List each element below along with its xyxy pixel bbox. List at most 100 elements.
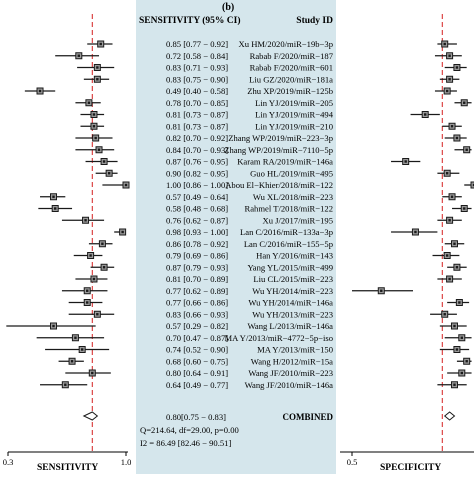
sensitivity-point-center — [96, 313, 99, 316]
sensitivity-point-center — [97, 148, 101, 151]
sensitivity-estimate-text: 0.81 [0.70 − 0.89] — [166, 274, 228, 284]
sensitivity-combined-diamond — [82, 411, 99, 421]
specificity-point-center — [450, 125, 454, 128]
sensitivity-estimate-text: 0.87 [0.79 − 0.93] — [166, 262, 228, 272]
sensitivity-estimate-text: 0.68 [0.60 − 0.75] — [166, 356, 228, 366]
sensitivity-estimate-text: 0.77 [0.66 − 0.86] — [166, 298, 228, 308]
specificity-point-center — [455, 266, 459, 269]
study-id-text: Wang L/2013/miR−146a — [247, 321, 333, 331]
study-id-text: Wu YH/2013/miR−223 — [252, 309, 333, 319]
study-id-text: MA Y/2013/miR−4772−5p−iso — [224, 333, 333, 343]
study-id-text: Lan C/2016/miR−155−5p — [244, 239, 333, 249]
study-id-text: Abou El−Khier/2018/miR−122 — [225, 180, 333, 190]
combined-estimate-label: 0.80[0.75 − 0.83] — [166, 412, 226, 422]
sensitivity-estimate-text: 0.76 [0.62 − 0.87] — [166, 215, 228, 225]
study-id-text: Rabab F/2020/miR−187 — [250, 51, 334, 61]
sensitivity-point-center — [87, 101, 91, 104]
study-id-text: Wu XL/2018/miR−223 — [253, 192, 333, 202]
specificity-point-estimate — [470, 181, 474, 189]
specificity-point-center — [445, 172, 449, 175]
study-id-text: MA Y/2013/miR−150 — [257, 345, 333, 355]
sensitivity-axis-label: SENSITIVITY — [37, 463, 98, 473]
specificity-point-center — [455, 348, 459, 351]
sensitivity-estimate-text: 0.82 [0.70 − 0.92] — [166, 133, 228, 143]
study-id-text: Xu HM/2020/miR−19b−3p — [239, 39, 333, 49]
study-id-text: Lin YJ/2019/miR−494 — [255, 110, 334, 120]
sensitivity-point-center — [99, 42, 102, 46]
sensitivity-estimate-text: 0.78 [0.70 − 0.85] — [166, 98, 228, 108]
specificity-point-center — [424, 113, 427, 116]
study-id-text: Wang JF/2010/miR−146a — [245, 380, 334, 390]
sensitivity-point-center — [74, 336, 77, 339]
sensitivity-estimate-text: 0.77 [0.62 − 0.89] — [166, 286, 228, 296]
specificity-point-center — [458, 301, 461, 304]
sensitivity-estimate-text: 0.83 [0.75 − 0.90] — [166, 74, 228, 84]
sensitivity-point-center — [102, 160, 106, 163]
specificity-point-center — [463, 207, 466, 210]
sensitivity-estimate-text: 0.83 [0.66 − 0.93] — [166, 309, 228, 319]
study-id-text: Guo HL/2019/miR−495 — [250, 168, 333, 178]
sensitivity-point-center — [91, 371, 94, 375]
study-id-header: Study ID — [296, 16, 333, 26]
study-id-text: Lan C/2016/miR−133a−3p — [240, 227, 333, 237]
specificity-point-center — [453, 324, 456, 328]
specificity-tick-label: 0.5 — [347, 457, 358, 467]
specificity-combined-diamond — [443, 411, 456, 421]
study-id-text: Karam RA/2019/miR−146a — [237, 157, 333, 167]
sensitivity-point-center — [94, 136, 97, 140]
sensitivity-point-center — [92, 277, 96, 281]
specificity-point-center — [463, 101, 466, 104]
sensitivity-estimate-text: 0.81 [0.73 − 0.87] — [166, 121, 228, 131]
sensitivity-estimate-text: 0.57 [0.49 − 0.64] — [166, 192, 228, 202]
sensitivity-point-center — [80, 348, 84, 351]
specificity-point-center — [465, 148, 468, 151]
sensitivity-estimate-text: 0.74 [0.52 − 0.90] — [166, 345, 228, 355]
sensitivity-estimate-text: 0.83 [0.71 − 0.93] — [166, 63, 228, 73]
sensitivity-estimate-text: 0.81 [0.73 − 0.87] — [166, 110, 228, 120]
specificity-point-center — [460, 371, 463, 375]
heterogeneity-i2-stat: I2 = 86.49 [82.46 − 90.51] — [140, 438, 231, 448]
sensitivity-estimate-text: 0.57 [0.29 − 0.82] — [166, 321, 228, 331]
study-id-text: Lin YJ/2019/miR−205 — [255, 98, 333, 108]
study-id-text: Lin YJ/2019/miR−210 — [255, 121, 333, 131]
study-id-text: Wang JF/2010/miR−223 — [248, 368, 333, 378]
sensitivity-estimate-text: 0.72 [0.58 − 0.84] — [166, 51, 228, 61]
sensitivity-point-center — [77, 54, 80, 57]
sensitivity-point-center — [96, 78, 99, 81]
specificity-point-center — [455, 66, 459, 69]
study-id-text: Han Y/2016/miR−143 — [256, 251, 333, 261]
specificity-point-center — [414, 230, 417, 234]
specificity-point-center — [455, 136, 459, 140]
sensitivity-point-center — [38, 89, 42, 93]
study-id-text: Zhang WP/2019/miR−223−3p — [228, 133, 333, 143]
specificity-plot-area: 0.5 — [340, 14, 474, 467]
specificity-point-center — [445, 89, 449, 93]
sensitivity-point-center — [92, 125, 96, 128]
sensitivity-tick-label: 0.3 — [3, 457, 14, 467]
sensitivity-point-center — [96, 66, 99, 69]
sensitivity-point-center — [64, 383, 67, 386]
sensitivity-estimate-text: 0.90 [0.82 − 0.95] — [166, 168, 228, 178]
specificity-point-center — [450, 195, 454, 198]
study-id-text: Rabab F/2020/miR−601 — [250, 63, 333, 73]
sensitivity-point-center — [121, 230, 124, 234]
heterogeneity-q-stat: Q=214.64, df=29.00, p=0.00 — [140, 425, 239, 435]
specificity-point-center — [472, 183, 474, 187]
sensitivity-point-center — [54, 207, 57, 210]
sensitivity-header: SENSITIVITY (95% CI) — [139, 15, 241, 26]
specificity-axis-label: SPECIFICITY — [380, 463, 441, 473]
study-id-text: Liu CL/2015/miR−223 — [253, 274, 333, 284]
sensitivity-estimate-text: 0.85 [0.77 − 0.92] — [166, 39, 228, 49]
sensitivity-estimate-text: 0.64 [0.49 − 0.77] — [166, 380, 228, 390]
sensitivity-point-center — [89, 254, 92, 257]
sensitivity-point-center — [102, 266, 106, 269]
sensitivity-estimate-text: 0.79 [0.69 − 0.86] — [166, 251, 228, 261]
sensitivity-tick-label: 1.0 — [121, 457, 132, 467]
sensitivity-point-center — [124, 183, 128, 187]
study-id-text: Wang H/2012/miR−15a — [251, 356, 333, 366]
sensitivity-point-center — [84, 219, 87, 222]
study-id-text: Wu YH/2014/miR−223 — [252, 286, 333, 296]
specificity-point-center — [448, 78, 451, 81]
